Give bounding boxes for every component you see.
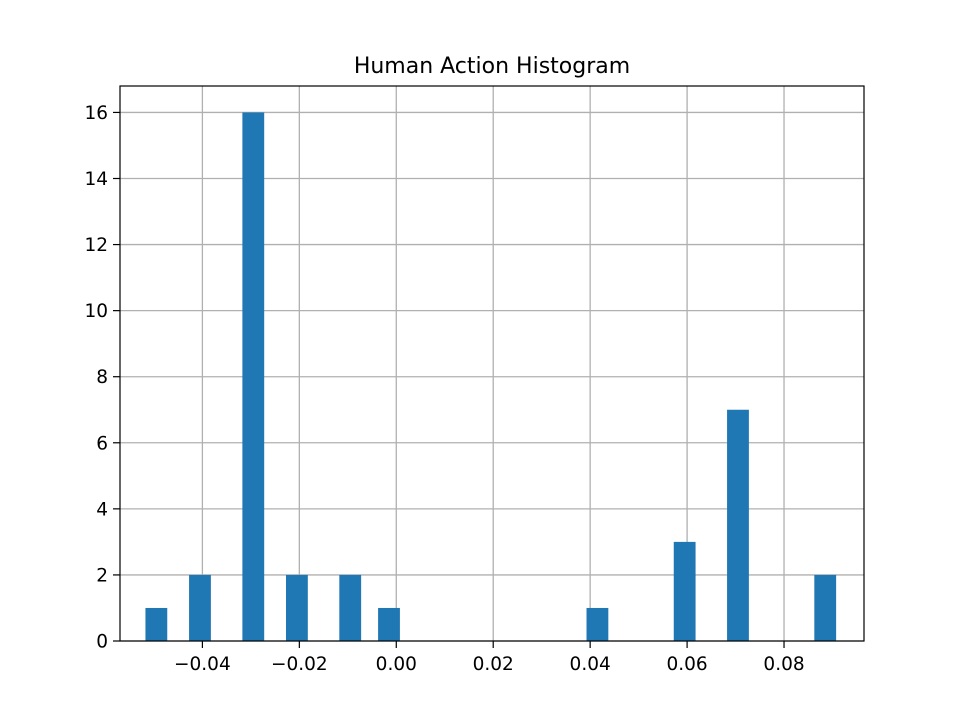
histogram-bar (727, 409, 749, 641)
y-tick-label: 16 (84, 103, 108, 124)
y-tick-label: 12 (84, 235, 108, 256)
y-tick-label: 14 (84, 169, 108, 190)
histogram-bar (242, 112, 265, 641)
axes-frame (119, 85, 865, 642)
histogram-bar (586, 607, 609, 641)
histogram-bar (145, 607, 168, 641)
grid-lines (120, 86, 864, 642)
x-tick-label: −0.04 (174, 654, 231, 675)
histogram-bar (673, 541, 696, 641)
x-tick-label: −0.02 (271, 654, 328, 675)
chart-title: Human Action Histogram (354, 54, 630, 79)
histogram-bar (286, 574, 308, 641)
y-tick-label: 10 (84, 301, 108, 322)
histogram-bars (145, 112, 837, 641)
x-tick-label: 0.02 (473, 654, 514, 675)
y-tick-label: 8 (96, 367, 108, 388)
x-tick-label: 0.08 (763, 654, 804, 675)
histogram-bar (814, 574, 837, 641)
x-tick-label: 0.00 (376, 654, 417, 675)
histogram-bar (378, 607, 400, 641)
y-tick-label: 0 (96, 632, 108, 653)
y-tick-label: 4 (96, 499, 108, 520)
histogram-bar (339, 574, 362, 641)
x-tick-label: 0.06 (666, 654, 707, 675)
x-tick-label: 0.04 (570, 654, 611, 675)
tick-labels: −0.04 −0.02 0.00 0.02 0.04 0.06 0.08 0 2 4 6 8 10 12 1… (84, 103, 804, 675)
axis-ticks (113, 111, 785, 648)
y-tick-label: 6 (96, 433, 108, 454)
histogram-bar (189, 574, 211, 641)
y-tick-label: 2 (96, 565, 108, 586)
